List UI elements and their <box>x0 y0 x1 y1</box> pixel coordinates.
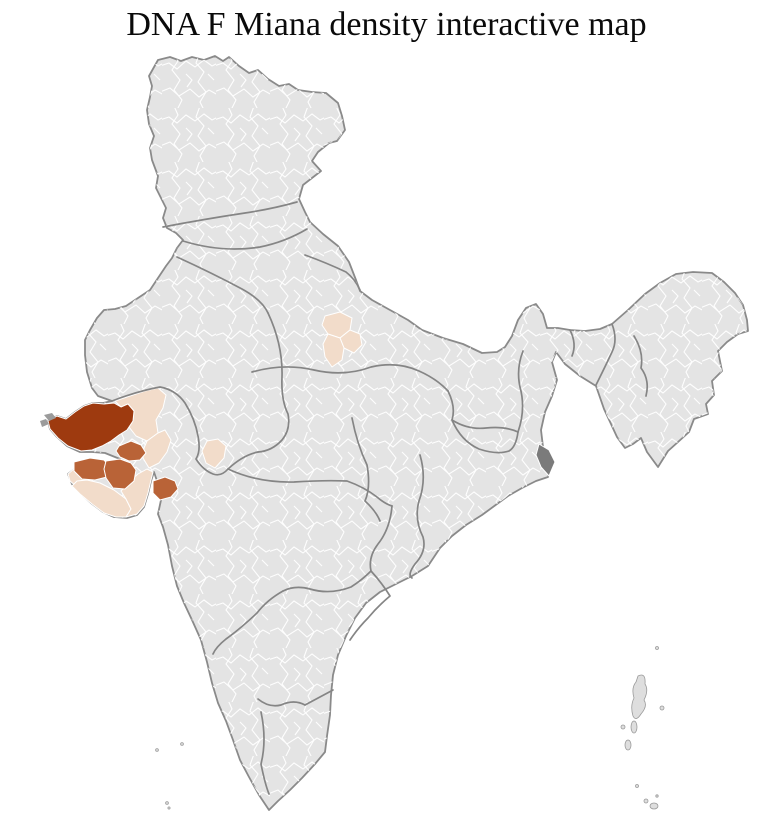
borderland-blobs <box>40 413 56 427</box>
state-borders <box>111 201 649 795</box>
district-amreli-bhavnagar[interactable] <box>120 468 154 518</box>
district-pali[interactable] <box>201 438 227 469</box>
district-surat[interactable] <box>152 476 179 501</box>
map-title: DNA F Miana density interactive map <box>126 6 647 43</box>
district-mesh <box>48 56 748 810</box>
district-kolkata[interactable] <box>535 443 556 477</box>
district-rajkot[interactable] <box>103 458 137 490</box>
lakshadweep-islands[interactable] <box>155 742 184 810</box>
district-morbi[interactable] <box>115 440 147 462</box>
andaman-nicobar-islands[interactable] <box>620 646 665 810</box>
medium-density-districts <box>73 440 179 501</box>
mainland-india[interactable] <box>47 55 749 811</box>
district-haryana-south[interactable] <box>322 333 345 368</box>
district-kutch[interactable] <box>47 402 135 452</box>
